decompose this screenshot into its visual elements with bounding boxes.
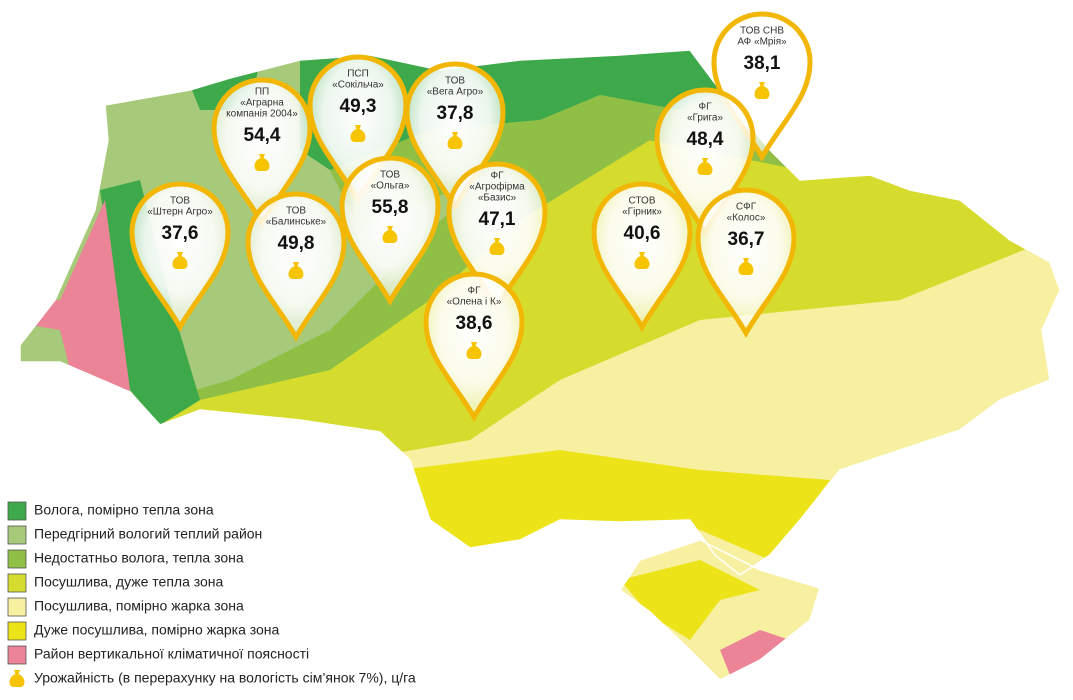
legend-swatch — [7, 645, 27, 665]
pin-value: 49,8 — [278, 233, 315, 254]
bag-icon — [738, 258, 754, 275]
pin: СФГ«Колос» 36,7 — [695, 187, 797, 339]
pin-label: ТОВ — [445, 76, 465, 87]
pin: ТОВ«Вега Агро» 37,8 — [404, 61, 506, 213]
pin-label: ФГ — [490, 171, 504, 182]
pin: ТОВ«Ольга» 55,8 — [339, 155, 441, 307]
pin: ФГ«Агрофірма«Базис»47,1 — [446, 161, 548, 313]
legend-label: Дуже посушлива, помірно жарка зона — [34, 622, 280, 638]
pin-label: СТОВ — [629, 196, 656, 207]
pin-value: 54,4 — [244, 125, 281, 146]
pin: ТОВ«Штерн Агро» 37,6 — [129, 181, 231, 333]
pin-label: «Штерн Агро» — [147, 207, 213, 218]
bag-icon — [447, 132, 463, 149]
pin-label: «Олена і К» — [447, 297, 502, 308]
bag-icon — [489, 238, 505, 255]
pin-label: АФ «Мрія» — [737, 37, 787, 48]
legend-label: Недостатньо волога, тепла зона — [34, 550, 244, 566]
pin-label: ТОВ СНВ — [740, 26, 784, 37]
pin-value: 49,3 — [340, 96, 377, 117]
legend-label: Район вертикальної кліматичної поясності — [34, 646, 309, 662]
legend-swatch — [7, 573, 27, 593]
pin-label: ФГ — [698, 102, 712, 113]
bag-icon — [9, 670, 25, 687]
pin-label: «Гірник» — [622, 207, 662, 218]
pin-value: 48,4 — [687, 129, 724, 150]
pin-shape — [211, 77, 313, 229]
pin-label: «Сокільча» — [332, 80, 384, 91]
pin-label: ТОВ — [380, 170, 400, 181]
pin-value: 47,1 — [479, 209, 516, 230]
legend-swatch — [7, 621, 27, 641]
bag-icon — [350, 125, 366, 142]
pin: ФГ«Грига» 48,4 — [654, 87, 756, 239]
pin-value: 37,6 — [162, 223, 199, 244]
legend-label: Посушлива, дуже тепла зона — [34, 574, 224, 590]
pin: ПСП«Сокільча» 49,3 — [307, 54, 409, 206]
pin-label: ТОВ — [170, 196, 190, 207]
bag-icon — [754, 82, 770, 99]
legend-swatch — [7, 549, 27, 569]
legend: Волога, помірно тепла зона Передгірний во… — [7, 501, 416, 687]
pin-value: 38,6 — [456, 313, 493, 334]
legend-label: Посушлива, помірно жарка зона — [34, 598, 244, 614]
pin-label: «Ольга» — [371, 181, 410, 192]
bag-icon — [466, 342, 482, 359]
pin: ТОВ«Балинське» 49,8 — [245, 191, 347, 343]
pin-label: СФГ — [736, 202, 757, 213]
bag-icon — [382, 226, 398, 243]
pin-label: «Агрофірма — [469, 181, 525, 193]
bag-icon — [697, 158, 713, 175]
pin-label: ПСП — [347, 69, 369, 80]
pin-label: ПП — [255, 87, 269, 98]
pin-label: «Колос» — [727, 213, 766, 224]
legend-swatch — [7, 597, 27, 617]
bag-icon — [254, 154, 270, 171]
pin-value: 55,8 — [372, 197, 409, 218]
pin: ФГ«Олена і К» 38,6 — [423, 271, 525, 423]
pin-value: 36,7 — [728, 229, 765, 250]
pin-value: 37,8 — [437, 103, 474, 124]
pin-label: «Аграрна — [240, 98, 284, 109]
pin-value: 40,6 — [624, 223, 661, 244]
pin-value: 38,1 — [744, 53, 781, 74]
yield-note: Урожайність (в перерахунку на вологість … — [34, 670, 416, 686]
bag-icon — [288, 262, 304, 279]
pin-label: «Балинське» — [266, 217, 327, 228]
pin-label: ФГ — [467, 286, 481, 297]
pin-label: «Вега Агро» — [427, 87, 484, 98]
pin-shape — [446, 161, 548, 313]
pin-label: «Базис» — [478, 193, 517, 204]
pin-label: ТОВ — [286, 206, 306, 217]
legend-swatch — [7, 501, 27, 521]
legend-label: Волога, помірно тепла зона — [34, 502, 214, 518]
pin-label: компанія 2004» — [226, 109, 298, 120]
bag-icon — [172, 252, 188, 269]
legend-swatch — [7, 525, 27, 545]
pin: СТОВ«Гірник» 40,6 — [591, 181, 693, 333]
legend-label: Передгірний вологий теплий район — [34, 526, 262, 542]
bag-icon — [634, 252, 650, 269]
pin-label: «Грига» — [687, 113, 724, 124]
